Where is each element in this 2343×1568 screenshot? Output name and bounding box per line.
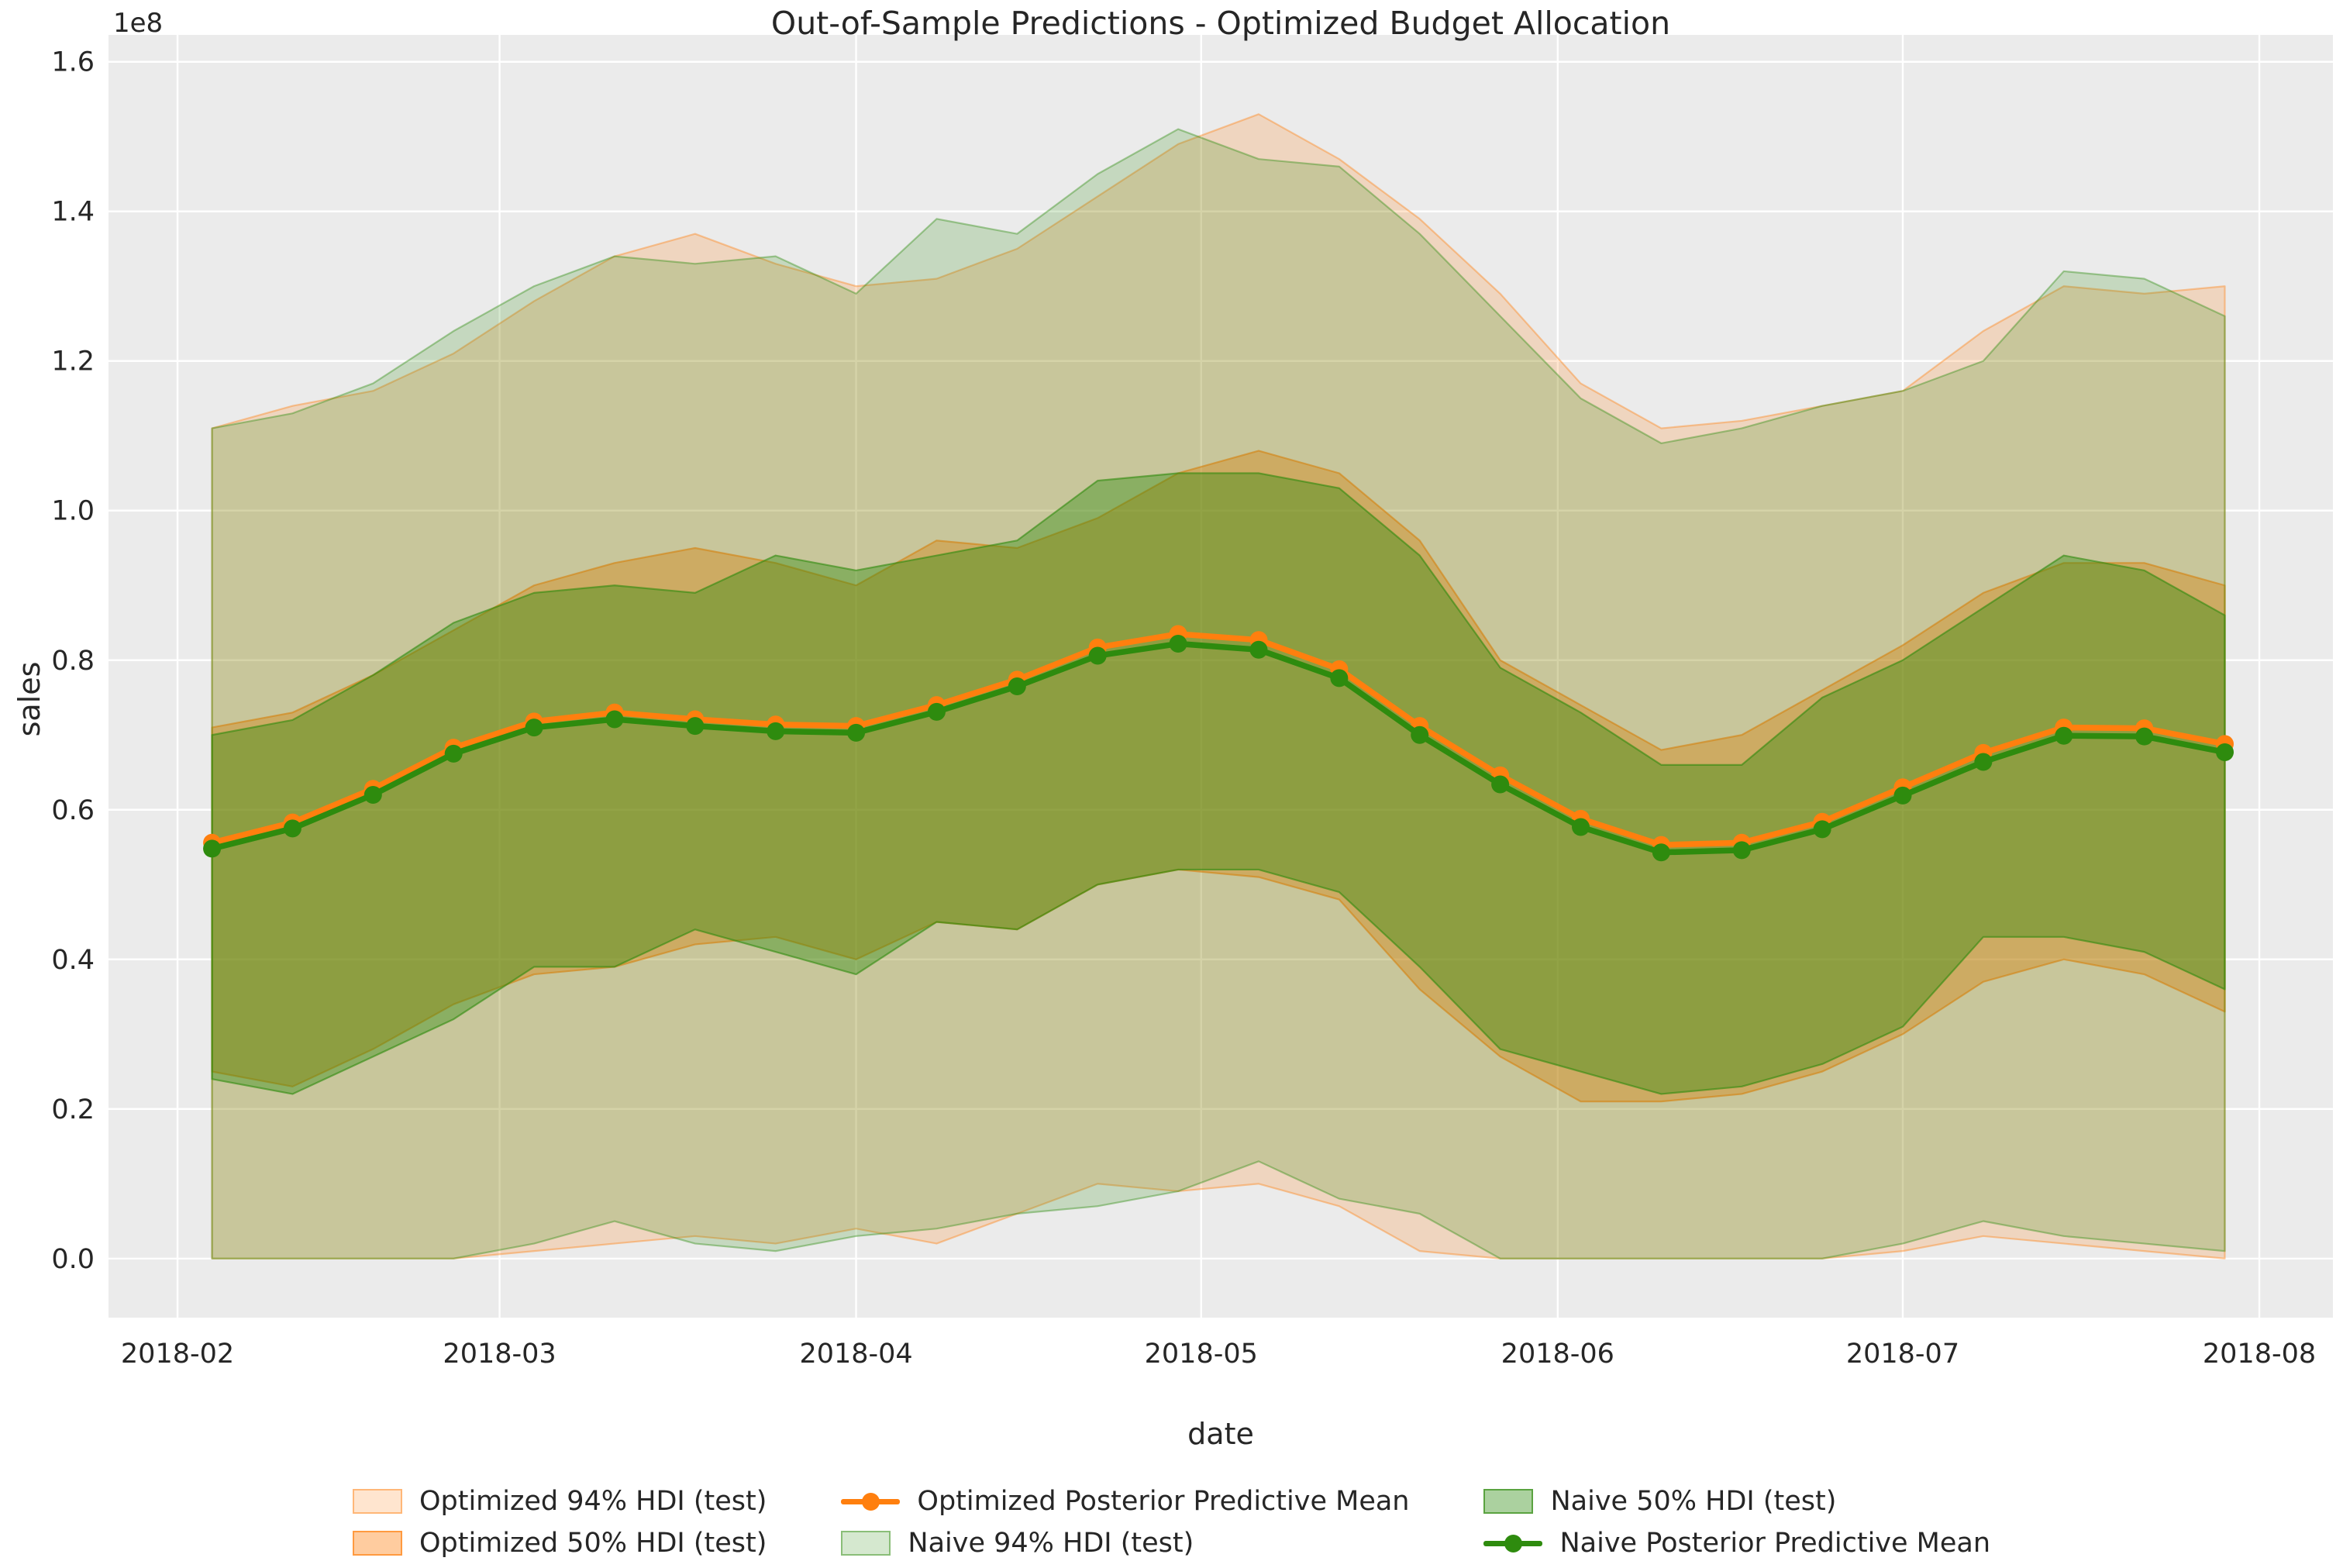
x-tick-label: 2018-03 bbox=[443, 1339, 556, 1370]
band-optimized-50-hdi-test bbox=[211, 450, 2226, 1103]
data-point-marker bbox=[767, 722, 785, 740]
data-point-marker bbox=[927, 702, 946, 721]
y-tick-label: 1.2 bbox=[51, 346, 95, 377]
legend-item-optimized-94-hdi-test: Optimized 94% HDI (test) bbox=[352, 1484, 767, 1518]
x-tick-label: 2018-08 bbox=[2203, 1339, 2316, 1370]
data-point-marker bbox=[1571, 818, 1590, 836]
x-tick-label: 2018-04 bbox=[799, 1339, 912, 1370]
y-axis-label: sales bbox=[12, 661, 47, 737]
data-point-marker bbox=[1249, 640, 1268, 659]
y-tick-label: 1.4 bbox=[51, 197, 95, 228]
data-point-marker bbox=[1491, 775, 1510, 794]
legend-item-optimized-50-hdi-test: Optimized 50% HDI (test) bbox=[352, 1526, 767, 1560]
legend-column: Optimized Posterior Predictive Mean Naive… bbox=[841, 1484, 1409, 1560]
data-point-marker bbox=[1330, 669, 1349, 688]
mean-line bbox=[208, 631, 2228, 848]
legend-column: Optimized 94% HDI (test) Optimized 50% HD… bbox=[352, 1484, 767, 1560]
gridlines bbox=[109, 35, 2333, 1318]
data-point-marker bbox=[444, 744, 463, 763]
data-point-marker bbox=[364, 785, 382, 804]
data-point-marker bbox=[2216, 743, 2234, 761]
band-naive-94-hdi-test bbox=[211, 128, 2226, 1260]
data-point-marker bbox=[1893, 786, 1912, 805]
legend-swatch-naive-94-hdi-test bbox=[841, 1531, 891, 1556]
legend-label-naive-50-hdi-test: Naive 50% HDI (test) bbox=[1550, 1486, 1837, 1517]
data-point-marker bbox=[2055, 726, 2073, 745]
legend-item-naive-posterior-predictive-mean: Naive Posterior Predictive Mean bbox=[1483, 1526, 1990, 1560]
data-point-marker bbox=[1411, 725, 1429, 744]
y-tick-label: 1.6 bbox=[51, 47, 95, 78]
legend-column: Naive 50% HDI (test) Naive Posterior Pred… bbox=[1483, 1484, 1990, 1560]
legend-item-naive-94-hdi-test: Naive 94% HDI (test) bbox=[841, 1526, 1409, 1560]
y-tick-label: 0.2 bbox=[51, 1094, 95, 1125]
legend-line-marker bbox=[862, 1493, 880, 1511]
band-naive-50-hdi-test bbox=[211, 472, 2226, 1095]
data-point-marker bbox=[1088, 646, 1107, 665]
legend-item-naive-50-hdi-test: Naive 50% HDI (test) bbox=[1483, 1484, 1990, 1518]
y-tick-label: 0.4 bbox=[51, 945, 95, 976]
data-point-marker bbox=[1732, 841, 1751, 860]
data-point-marker bbox=[525, 719, 543, 737]
data-point-marker bbox=[2135, 727, 2154, 746]
chart-title: Out-of-Sample Predictions - Optimized Bu… bbox=[770, 5, 1671, 42]
y-tick-label: 0.0 bbox=[51, 1244, 95, 1275]
x-tick-label: 2018-07 bbox=[1846, 1339, 1959, 1370]
legend-label-optimized-94-hdi-test: Optimized 94% HDI (test) bbox=[419, 1486, 767, 1517]
y-tick-label: 0.8 bbox=[51, 646, 95, 677]
tick-labels: 0.0 0.2 0.4 0.6 0.8 1.0 1.2 1.4 1.6 2018-02 2018-0… bbox=[51, 47, 2316, 1370]
data-point-marker bbox=[686, 717, 705, 736]
data-point-marker bbox=[283, 819, 301, 838]
band-optimized-94-hdi-test bbox=[211, 113, 2226, 1260]
mean-line bbox=[208, 640, 2228, 856]
data-point-marker bbox=[1652, 843, 1670, 862]
y-tick-label: 1.0 bbox=[51, 496, 95, 527]
y-tick-label: 0.6 bbox=[51, 795, 95, 826]
x-tick-label: 2018-05 bbox=[1145, 1339, 1258, 1370]
x-axis-label: date bbox=[1187, 1417, 1254, 1451]
legend: Optimized 94% HDI (test) Optimized 50% HD… bbox=[0, 1484, 2343, 1560]
x-tick-label: 2018-06 bbox=[1501, 1339, 1614, 1370]
data-point-marker bbox=[1169, 635, 1187, 653]
legend-swatch-naive-50-hdi-test bbox=[1483, 1489, 1534, 1514]
y-axis-offset-label: 1e8 bbox=[113, 8, 164, 39]
line-naive-posterior-predictive-mean bbox=[203, 635, 2234, 862]
plot-area bbox=[109, 35, 2333, 1318]
legend-swatch-optimized-50-hdi-test bbox=[352, 1531, 402, 1556]
x-tick-label: 2018-02 bbox=[121, 1339, 234, 1370]
legend-label-optimized-posterior-predictive-mean: Optimized Posterior Predictive Mean bbox=[917, 1486, 1410, 1517]
legend-swatch-naive-posterior-predictive-mean bbox=[1483, 1531, 1543, 1556]
legend-label-naive-posterior-predictive-mean: Naive Posterior Predictive Mean bbox=[1559, 1528, 1991, 1559]
data-point-marker bbox=[847, 723, 866, 742]
legend-label-optimized-50-hdi-test: Optimized 50% HDI (test) bbox=[419, 1528, 767, 1559]
data-point-marker bbox=[605, 710, 624, 729]
legend-swatch-optimized-posterior-predictive-mean bbox=[841, 1489, 901, 1514]
legend-swatch-optimized-94-hdi-test bbox=[352, 1489, 402, 1514]
data-point-marker bbox=[1008, 677, 1026, 696]
data-point-marker bbox=[203, 839, 222, 858]
data-point-marker bbox=[1813, 820, 1831, 839]
data-point-marker bbox=[1974, 753, 1993, 771]
legend-label-naive-94-hdi-test: Naive 94% HDI (test) bbox=[908, 1528, 1194, 1559]
legend-item-optimized-posterior-predictive-mean: Optimized Posterior Predictive Mean bbox=[841, 1484, 1409, 1518]
legend-line-marker bbox=[1504, 1535, 1523, 1552]
